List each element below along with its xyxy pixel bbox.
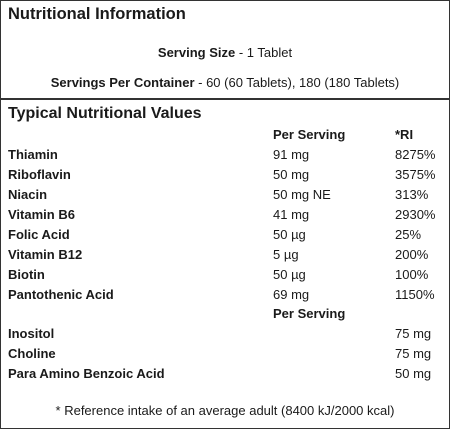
ri-header: *RI [395,127,414,142]
table-header: Per Serving *RI [1,127,449,147]
footnote: * Reference intake of an average adult (… [55,403,395,418]
section-divider [1,98,449,100]
section-title: Typical Nutritional Values [8,105,202,122]
table-header-2: Per Serving [1,306,449,326]
per-serving-header: Per Serving [273,127,346,142]
nutrient-name: Para Amino Benzoic Acid [8,366,165,381]
nutrient-amount: 41 mg [273,207,310,222]
table-row: Biotin 50 µg 100% [1,267,449,287]
nutrient-ri: 2930% [395,207,436,222]
nutrient-name: Thiamin [8,147,58,162]
nutrient-ri: 8275% [395,147,436,162]
nutrient-amount: 75 mg [395,326,432,341]
nutrient-ri: 3575% [395,167,436,182]
nutrient-ri: 25% [395,227,422,242]
table-row: Vitamin B6 41 mg 2930% [1,207,449,227]
nutrient-amount: 50 µg [273,227,306,242]
table-row: Niacin 50 mg NE 313% [1,187,449,207]
nutrient-name: Biotin [8,267,45,282]
nutrient-name: Inositol [8,326,55,341]
table-row: Folic Acid 50 µg 25% [1,227,449,247]
nutrient-amount: 75 mg [395,346,432,361]
nutrient-name: Vitamin B6 [8,207,75,222]
nutrient-amount: 91 mg [273,147,310,162]
servings-per-container-value: - 60 (60 Tablets), 180 (180 Tablets) [194,75,400,90]
table-row: Riboflavin 50 mg 3575% [1,167,449,187]
nutrient-name: Choline [8,346,56,361]
nutrient-ri: 1150% [395,287,435,302]
table-row: Inositol 75 mg [1,326,449,346]
panel-title: Nutritional Information [8,5,186,23]
table-row: Pantothenic Acid 69 mg 1150% [1,287,449,307]
nutrient-ri: 100% [395,267,429,282]
serving-size: Serving Size - 1 Tablet [1,45,449,60]
nutrient-name: Niacin [8,187,48,202]
nutrient-amount: 5 µg [273,247,299,262]
per-serving-header-2: Per Serving [273,306,346,321]
serving-size-value: - 1 Tablet [235,45,293,60]
nutrient-name: Riboflavin [8,167,71,182]
nutrient-name: Pantothenic Acid [8,287,114,302]
nutrient-ri: 313% [395,187,429,202]
nutrient-amount: 69 mg [273,287,310,302]
table-row: Vitamin B12 5 µg 200% [1,247,449,267]
table-row: Thiamin 91 mg 8275% [1,147,449,167]
nutrient-amount: 50 mg NE [273,187,331,202]
nutrient-amount: 50 mg [395,366,432,381]
table-row: Choline 75 mg [1,346,449,366]
servings-per-container: Servings Per Container - 60 (60 Tablets)… [1,75,449,90]
nutrient-name: Folic Acid [8,227,70,242]
nutrient-amount: 50 mg [273,167,310,182]
servings-per-container-label: Servings Per Container [50,75,195,90]
nutrient-ri: 200% [395,247,429,262]
nutrient-name: Vitamin B12 [8,247,83,262]
serving-size-label: Serving Size [157,45,236,60]
table-row: Para Amino Benzoic Acid 50 mg [1,366,449,386]
nutrient-amount: 50 µg [273,267,306,282]
